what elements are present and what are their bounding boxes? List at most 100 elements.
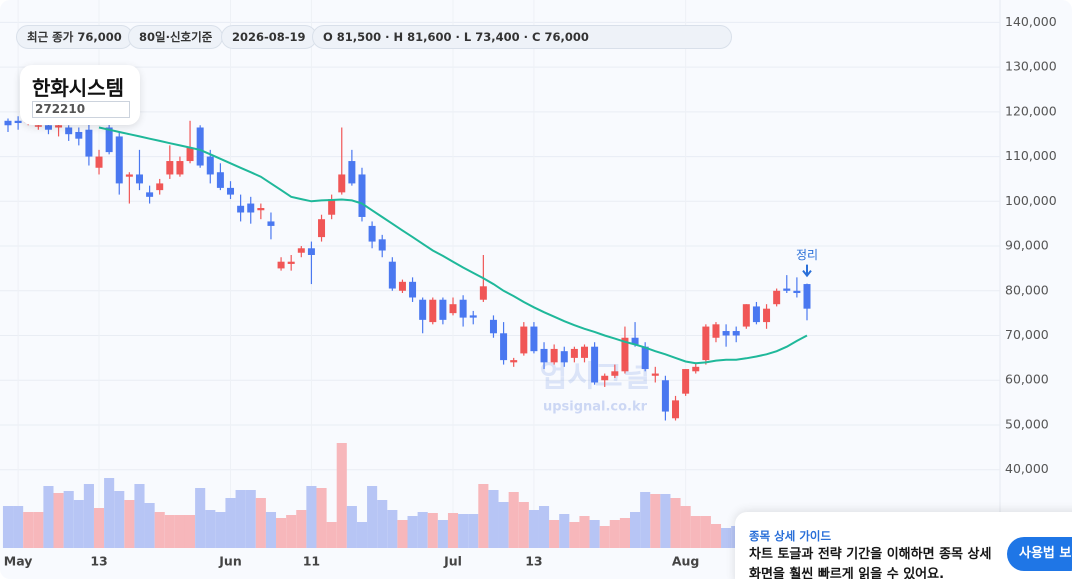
volume-bar	[154, 512, 165, 548]
x-tick-label: 13	[525, 554, 542, 569]
y-tick-label: 50,000	[1005, 416, 1049, 431]
candle-body	[176, 161, 184, 175]
candle-body	[439, 299, 447, 320]
annotation-arrow	[802, 264, 812, 278]
candle-body	[459, 299, 467, 318]
pill: 최근 종가 76,000	[16, 25, 133, 49]
candle-body	[742, 304, 750, 327]
y-tick-label: 70,000	[1005, 327, 1049, 342]
candle-body	[631, 337, 639, 345]
candle-body	[115, 136, 123, 184]
volume-bar	[33, 512, 44, 548]
candle-body	[732, 331, 740, 336]
volume-bar	[104, 478, 115, 548]
candle-body	[510, 360, 518, 363]
candle-body	[277, 261, 285, 269]
x-tick-label: Jul	[443, 554, 462, 569]
volume-bar	[498, 502, 509, 548]
stock-code: 272210	[32, 101, 130, 118]
volume-bar	[518, 502, 529, 548]
stock-name: 한화시스템	[32, 76, 124, 100]
volume-bar	[63, 491, 74, 548]
candle-body	[34, 125, 42, 127]
volume-bar	[356, 522, 368, 548]
pill: 2026-08-19	[221, 25, 317, 49]
x-tick-label: May	[4, 554, 33, 569]
volume-bar	[377, 500, 388, 548]
candle-body	[378, 239, 386, 251]
volume-bar	[458, 514, 469, 548]
volume-bar	[316, 488, 327, 548]
volume-bar	[589, 520, 600, 548]
candle-body	[580, 346, 588, 358]
candle-body	[793, 290, 801, 294]
annotation: 정리	[796, 248, 818, 262]
volume-bar	[134, 484, 145, 548]
candle-body	[409, 281, 417, 298]
y-tick-label: 130,000	[1005, 59, 1057, 74]
candle-body	[489, 319, 497, 334]
y-tick-label: 60,000	[1005, 372, 1049, 387]
candle-body	[85, 129, 93, 157]
volume-bar	[508, 492, 519, 548]
candle-body	[318, 219, 326, 238]
candle-body	[682, 369, 690, 394]
candle-body	[803, 284, 811, 309]
volume-bar	[205, 510, 216, 548]
candle-body	[500, 333, 508, 361]
volume-bar	[609, 520, 620, 548]
candle-body	[692, 366, 700, 372]
ma-line	[98, 126, 808, 365]
candle-body	[773, 290, 781, 305]
candle-body	[206, 156, 214, 175]
candle-body	[156, 183, 164, 191]
volume-bar	[174, 515, 185, 548]
y-tick-label: 120,000	[1005, 103, 1057, 118]
stock-card: 한화시스템 272210	[20, 65, 140, 125]
pill: O 81,500 · H 81,600 · L 73,400 · C 76,00…	[312, 25, 732, 49]
candle-body	[783, 288, 791, 291]
volume-bar	[579, 516, 590, 548]
candle-body	[712, 324, 720, 338]
volume-bar	[387, 510, 398, 548]
guide-title: 종목 상세 가이드	[749, 529, 832, 543]
candle-body	[307, 248, 315, 255]
candle-body	[672, 400, 680, 419]
volume-bar	[2, 506, 14, 548]
candle-body	[247, 203, 255, 213]
watermark-sub: upsignal.co.kr	[543, 400, 648, 415]
volume-bar	[235, 490, 246, 548]
candle-body	[651, 373, 659, 376]
volume-bar	[710, 524, 722, 548]
candle-body	[550, 348, 558, 363]
candle-body	[449, 304, 457, 314]
volume-bar	[306, 486, 317, 548]
candle-body	[216, 172, 224, 188]
volume-bar	[690, 516, 701, 548]
candle-body	[661, 380, 669, 412]
candle-body	[520, 326, 528, 354]
volume-bar	[721, 528, 732, 548]
volume-bar	[346, 506, 357, 548]
x-tick-label: 11	[303, 554, 320, 569]
volume-bar	[630, 512, 641, 548]
volume-bar	[397, 520, 408, 548]
volume-bar	[93, 508, 105, 548]
volume-bar	[255, 498, 266, 548]
candle-body	[388, 261, 396, 289]
volume-bar	[619, 518, 631, 548]
volume-bar	[640, 492, 651, 548]
volume-bar	[53, 493, 64, 548]
volume-bar	[447, 513, 459, 548]
candle-body	[328, 199, 336, 215]
volume-bar	[13, 506, 24, 548]
candle-body	[641, 346, 649, 370]
volume-bar	[549, 520, 560, 548]
volume-bar	[660, 494, 671, 548]
guide-button[interactable]: 사용법 보기	[1007, 537, 1072, 571]
volume-bar	[680, 506, 691, 548]
candle-body	[469, 315, 477, 318]
candle-body	[560, 351, 568, 363]
candle-body	[4, 120, 12, 126]
